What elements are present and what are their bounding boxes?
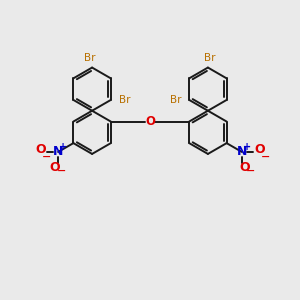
- Text: O: O: [35, 143, 46, 157]
- Text: Br: Br: [84, 52, 96, 63]
- Text: O: O: [239, 161, 250, 174]
- Text: +: +: [59, 142, 67, 152]
- Text: N: N: [237, 146, 247, 158]
- Text: O: O: [50, 161, 61, 174]
- Text: O: O: [254, 143, 265, 157]
- Text: Br: Br: [118, 95, 130, 105]
- Text: Br: Br: [204, 52, 216, 63]
- Text: −: −: [57, 166, 67, 176]
- Text: N: N: [53, 146, 63, 158]
- Text: −: −: [42, 152, 51, 162]
- Text: Br: Br: [170, 95, 182, 105]
- Text: O: O: [145, 115, 155, 128]
- Text: −: −: [246, 166, 255, 176]
- Text: +: +: [243, 142, 251, 152]
- Text: −: −: [261, 152, 270, 162]
